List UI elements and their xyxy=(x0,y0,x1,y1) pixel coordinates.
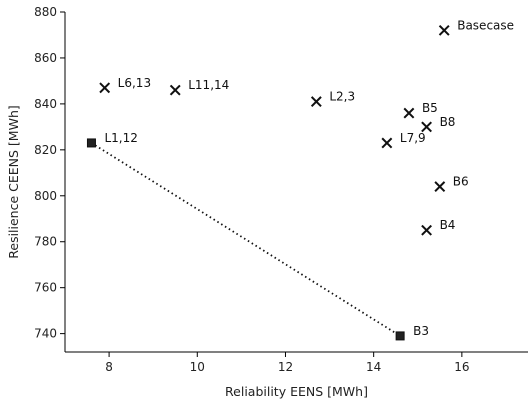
x-marker xyxy=(99,82,111,94)
x-marker-stroke xyxy=(99,82,111,94)
x-marker-stroke xyxy=(169,84,181,96)
x-axis-title: Reliability EENS [MWh] xyxy=(225,384,368,399)
y-tick-label: 820 xyxy=(34,143,57,157)
y-tick-label: 740 xyxy=(34,327,57,341)
point-label: B5 xyxy=(422,101,438,115)
x-marker-stroke xyxy=(310,96,322,108)
point-label: B4 xyxy=(440,218,456,232)
x-marker xyxy=(403,107,415,119)
x-marker-stroke xyxy=(403,107,415,119)
data-markers xyxy=(86,24,450,341)
x-marker xyxy=(421,224,432,236)
x-marker xyxy=(421,121,432,133)
point-label: L1,12 xyxy=(104,131,137,145)
x-marker-stroke xyxy=(381,137,393,149)
point-label: L7,9 xyxy=(400,131,426,145)
y-tick-label: 880 xyxy=(34,5,57,19)
x-marker xyxy=(310,96,322,108)
x-marker-stroke xyxy=(421,121,432,133)
axes: 8 10 12 14 16 740 760 780 800 820 840 860 880 xyxy=(34,5,528,374)
x-tick-label: 16 xyxy=(454,360,469,374)
y-tick-label: 780 xyxy=(34,235,57,249)
point-label: B3 xyxy=(413,324,429,338)
y-tick-label: 760 xyxy=(34,281,57,295)
x-marker xyxy=(434,181,446,193)
x-tick-label: 8 xyxy=(105,360,113,374)
x-marker-stroke xyxy=(438,24,450,36)
x-marker xyxy=(381,137,393,149)
point-label: B6 xyxy=(453,175,469,189)
y-tick-label: 860 xyxy=(34,51,57,65)
square-marker xyxy=(86,138,96,148)
y-tick-label: 800 xyxy=(34,189,57,203)
y-axis-title: Resilience CEENS [MWh] xyxy=(6,105,21,259)
point-label: Basecase xyxy=(457,18,514,32)
point-label: B8 xyxy=(440,115,456,129)
x-marker xyxy=(169,84,181,96)
x-tick-label: 12 xyxy=(278,360,293,374)
point-label: L6,13 xyxy=(118,76,151,90)
x-marker-stroke xyxy=(434,181,446,193)
square-marker xyxy=(395,331,405,341)
y-tick-label: 840 xyxy=(34,97,57,111)
point-label: L2,3 xyxy=(329,90,355,104)
x-tick-label: 14 xyxy=(366,360,381,374)
x-marker-stroke xyxy=(421,224,432,236)
x-marker xyxy=(438,24,450,36)
x-tick-label: 10 xyxy=(190,360,205,374)
point-label: L11,14 xyxy=(188,78,229,92)
